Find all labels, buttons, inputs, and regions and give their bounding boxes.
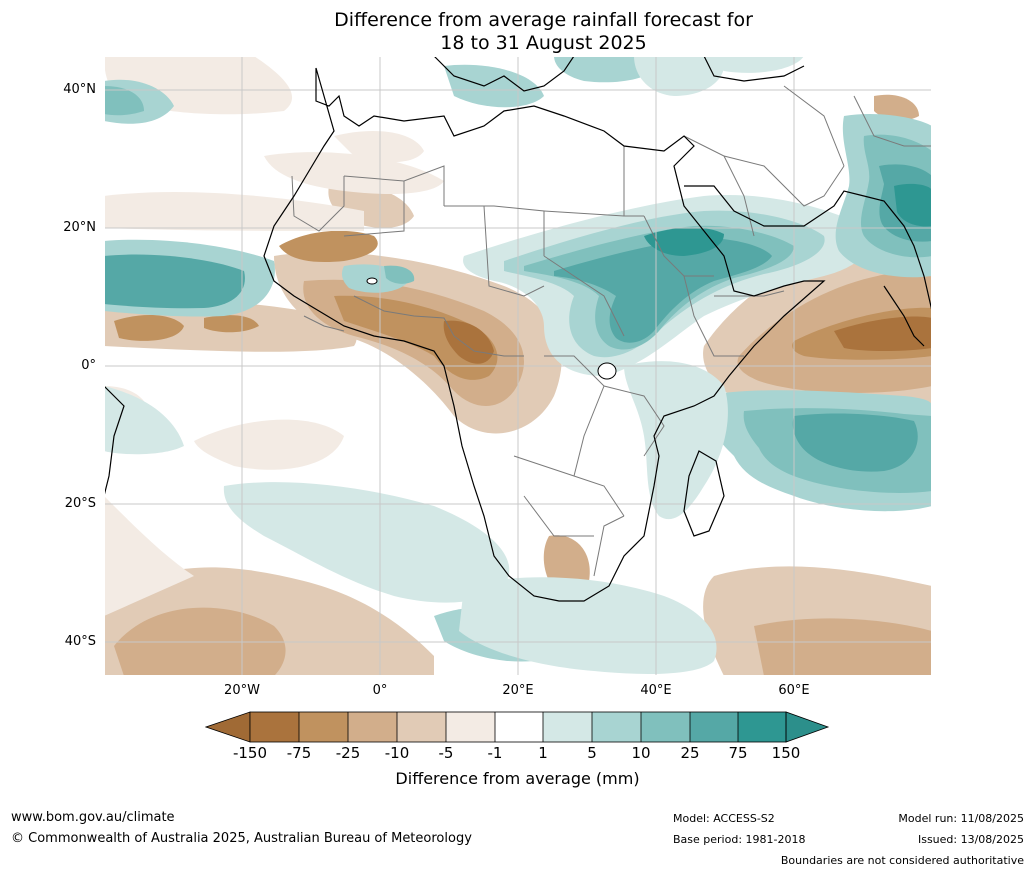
colorbar-bin-10 <box>690 712 738 742</box>
footer-model-run: Model run: 11/08/2025 <box>898 812 1024 825</box>
colorbar <box>205 711 830 743</box>
footer-model: Model: ACCESS-S2 <box>673 812 775 825</box>
lat-label-20s: 20°S <box>64 496 96 511</box>
colorbar-tick: -25 <box>335 744 361 762</box>
colorbar-tick: -5 <box>438 744 454 762</box>
wet-anomaly-shading <box>104 56 932 674</box>
colorbar-bin-4 <box>397 712 446 742</box>
lat-label-20n: 20°N <box>63 220 96 235</box>
country-borders <box>291 85 932 577</box>
map-canvas <box>104 56 932 676</box>
colorbar-bin-8 <box>592 712 641 742</box>
colorbar-bin-3 <box>348 712 397 742</box>
colorbar-bin-11 <box>738 712 786 742</box>
footer-copyright: © Commonwealth of Australia 2025, Austra… <box>11 831 472 846</box>
graticule <box>104 56 932 676</box>
colorbar-bin-5 <box>446 712 495 742</box>
map-frame <box>104 56 932 676</box>
colorbar-bin-9 <box>641 712 690 742</box>
lat-label-40s: 40°S <box>64 634 96 649</box>
colorbar-tick: 25 <box>680 744 700 762</box>
lakes <box>366 277 617 380</box>
lon-label-60e: 60°E <box>778 683 810 698</box>
footer-disclaimer: Boundaries are not considered authoritat… <box>780 854 1024 867</box>
colorbar-extend-low <box>205 711 251 743</box>
title-line-2: 18 to 31 August 2025 <box>440 32 647 54</box>
lat-label-40n: 40°N <box>63 82 96 97</box>
dry-anomaly-shading <box>104 56 932 676</box>
colorbar-tick: -10 <box>384 744 410 762</box>
forecast-map <box>104 56 932 676</box>
lat-label-0: 0° <box>81 358 96 373</box>
title-line-1: Difference from average rainfall forecas… <box>334 9 753 31</box>
lon-label-20e: 20°E <box>502 683 534 698</box>
colorbar-tick: -150 <box>232 744 268 762</box>
colorbar-tick: -75 <box>286 744 312 762</box>
footer-base-period: Base period: 1981-2018 <box>673 833 806 846</box>
colorbar-tick: 1 <box>538 744 548 762</box>
footer-url[interactable]: www.bom.gov.au/climate <box>11 810 175 825</box>
colorbar-tick: 10 <box>631 744 651 762</box>
colorbar-bin-7 <box>543 712 592 742</box>
colorbar-tick: 75 <box>728 744 748 762</box>
colorbar-bin-2 <box>299 712 348 742</box>
lon-label-0: 0° <box>372 683 388 698</box>
colorbar-label: Difference from average (mm) <box>395 769 640 788</box>
lon-label-40e: 40°E <box>640 683 672 698</box>
colorbar-bin-1 <box>250 712 299 742</box>
colorbar-extend-high <box>785 711 830 743</box>
footer-issued: Issued: 13/08/2025 <box>917 833 1024 846</box>
lon-label-20w: 20°W <box>224 683 260 698</box>
colorbar-tick: 5 <box>587 744 597 762</box>
colorbar-tick: -1 <box>487 744 503 762</box>
colorbar-bin-6 <box>495 712 543 742</box>
colorbar-tick: 150 <box>771 744 801 762</box>
coastlines <box>104 56 932 602</box>
chart-title: Difference from average rainfall forecas… <box>0 9 1035 55</box>
